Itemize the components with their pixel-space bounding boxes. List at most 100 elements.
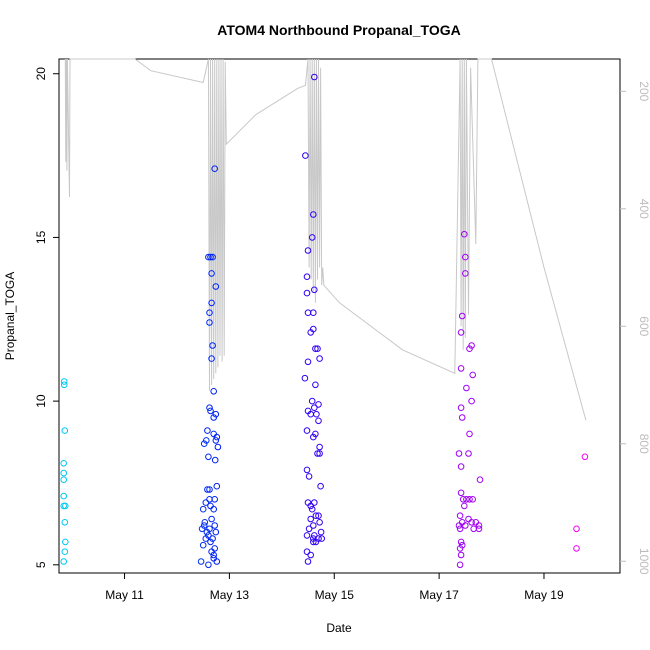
data-point [308,397,316,405]
data-point [199,505,207,513]
x-tick-label: May 11 [105,588,144,602]
data-point [200,440,208,448]
data-point [209,342,216,349]
data-point [200,522,208,529]
data-point [307,502,315,510]
data-point [210,505,217,513]
data-point [62,502,69,510]
data-point [210,430,217,438]
data-point [456,525,464,533]
data-point [310,522,317,529]
data-point [211,165,218,172]
data-point [472,519,480,526]
data-point [197,558,205,565]
data-point [304,309,312,317]
data-point [457,365,465,372]
data-point [475,522,483,529]
data-point [463,384,470,392]
data-point [465,515,472,523]
data-point [60,378,68,385]
data-point [573,525,580,533]
x-axis-label: Date [326,621,352,635]
right-tick-label: 400 [637,199,650,219]
data-point [203,437,210,444]
data-point [207,538,214,546]
data-point [208,355,215,362]
data-point [317,482,324,490]
data-point [316,519,323,526]
data-point [456,545,464,552]
data-point [457,329,465,336]
data-point [303,273,311,281]
data-points [60,73,589,569]
data-point [310,211,317,218]
data-point [308,505,316,513]
data-point [315,417,322,425]
secondary-series [64,58,587,421]
y-tick-label: 10 [34,394,48,408]
data-point [310,325,317,333]
data-point [214,443,222,451]
data-point [211,545,218,552]
data-point [462,522,469,529]
data-point [206,486,213,493]
data-point [457,538,465,546]
secondary-line [64,58,587,421]
data-point [209,253,216,261]
data-point [205,453,212,461]
data-point [210,414,217,421]
data-point [304,358,312,366]
data-point [60,460,68,467]
data-point [199,541,207,549]
data-point [307,551,315,559]
data-point [462,253,469,261]
data-point [301,374,309,382]
data-point [209,535,216,542]
right-tick-label: 200 [637,81,650,101]
right-tick-label: 1000 [637,548,650,575]
data-point [308,234,316,241]
data-point [211,456,219,464]
data-point [206,319,213,326]
data-point [315,535,322,542]
x-tick-label: May 13 [210,588,250,602]
data-point [311,286,318,294]
data-point [458,519,466,526]
data-point [211,522,218,529]
data-point [60,381,68,389]
data-point [303,532,311,539]
data-point [208,548,215,556]
data-point [476,476,484,484]
data-point [459,496,467,503]
data-point [210,551,217,559]
data-point [456,561,464,569]
data-point [465,450,472,457]
y-tick-label: 20 [34,67,48,81]
data-point [60,469,68,477]
data-point [310,309,317,317]
data-point [207,253,214,261]
data-point [456,512,464,520]
data-point [318,535,326,542]
data-point [455,522,463,529]
data-point [461,502,468,510]
data-point [307,515,315,523]
data-point [311,499,318,506]
chart-title: ATOM4 Northbound Propanal_TOGA [217,22,460,38]
data-point [468,397,475,405]
data-point [457,463,465,470]
data-point [466,496,473,503]
data-point [305,473,313,480]
data-point [62,538,69,546]
x-tick-label: May 19 [524,588,564,602]
data-point [207,502,214,510]
data-point [212,528,220,536]
data-point [316,443,323,451]
data-point [61,519,69,526]
data-point [303,427,311,434]
data-point [212,283,220,290]
data-point [468,519,475,526]
data-point [60,476,68,484]
data-point [310,538,317,546]
